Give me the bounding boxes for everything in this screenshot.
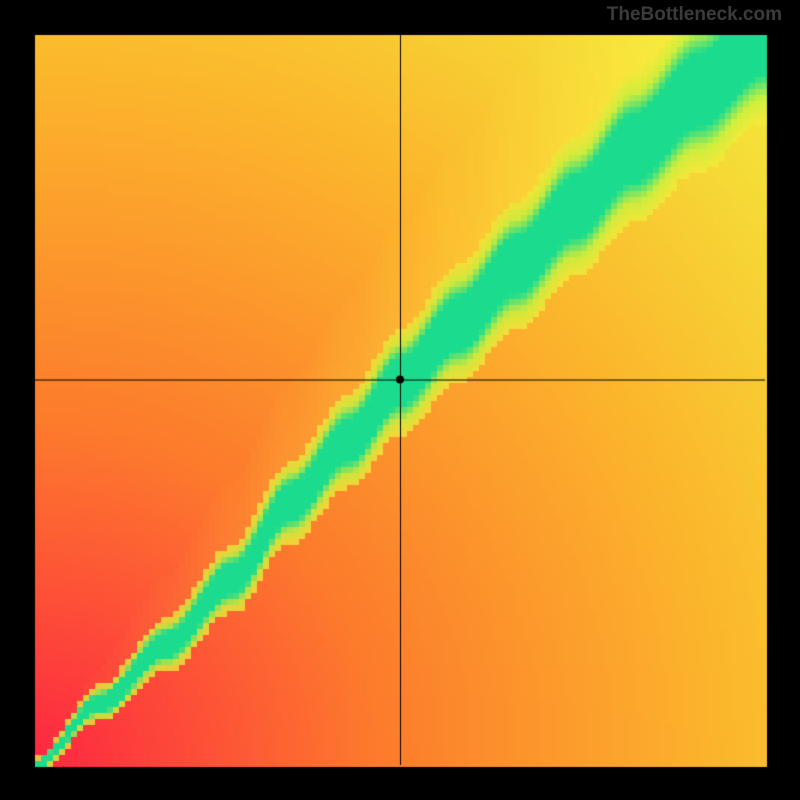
bottleneck-heatmap bbox=[0, 0, 800, 800]
chart-container: TheBottleneck.com bbox=[0, 0, 800, 800]
watermark-label: TheBottleneck.com bbox=[607, 4, 782, 26]
